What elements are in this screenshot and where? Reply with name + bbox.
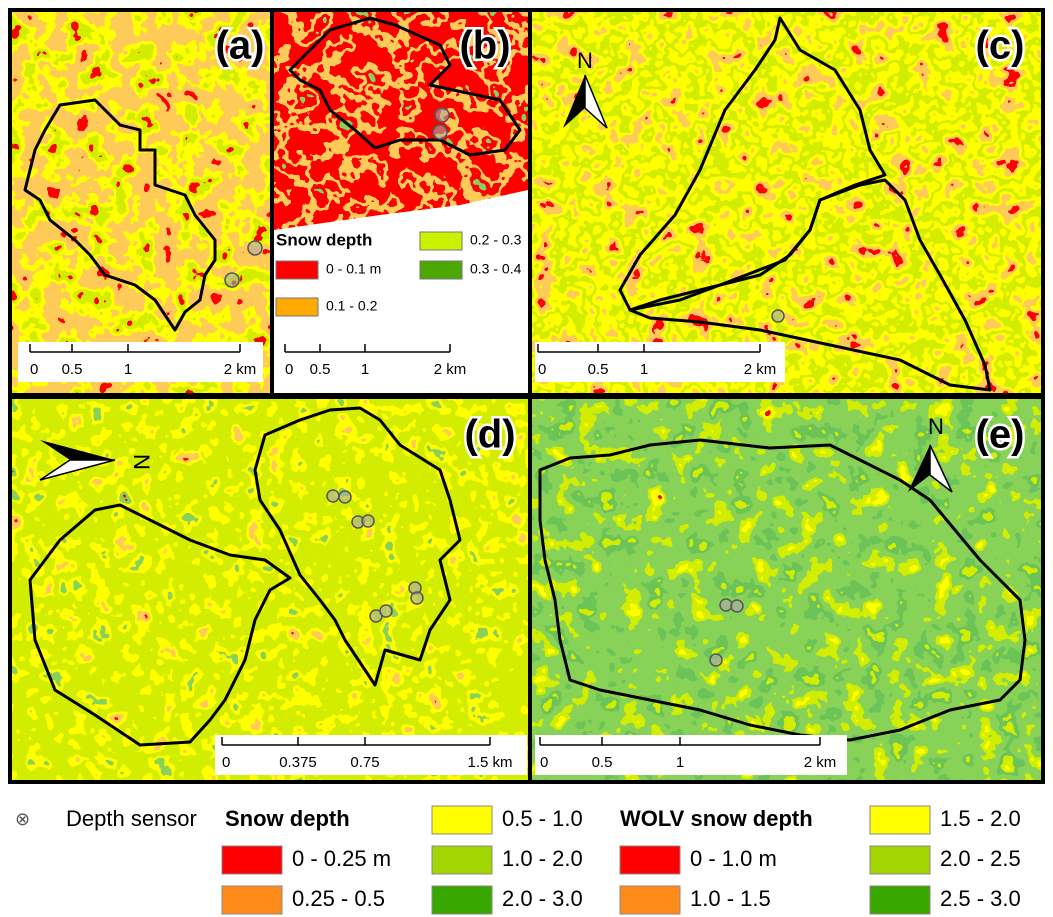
scale-label: 0.375: [279, 754, 317, 771]
north-label: N: [129, 454, 154, 470]
scale-label: 0.5: [592, 754, 613, 771]
legend-swatch: [420, 232, 462, 250]
scale-label: 1: [640, 361, 648, 378]
figure: (a) 0 0.5 1 2 km (b) 0 0.5 1 2 km (c) N 0 0.5 1 2 km (d)…: [0, 0, 1053, 917]
legend-swatch: [432, 846, 492, 874]
legend-label: 0.2 - 0.3: [470, 232, 522, 248]
scale-label: 1: [361, 361, 369, 378]
panel-label: (a): [216, 24, 265, 68]
legend-label: 0 - 0.1 m: [326, 261, 381, 277]
scale-label: 0: [222, 754, 230, 771]
scale-label: 0: [538, 361, 546, 378]
scale-label: 0.5: [588, 361, 609, 378]
legend-label: 0.1 - 0.2: [326, 298, 378, 314]
legend-title: WOLV snow depth: [620, 806, 813, 831]
legend-label: Depth sensor: [66, 806, 197, 831]
scale-label: 0: [540, 754, 548, 771]
scale-label: 2 km: [804, 754, 837, 771]
scale-label: 0.5: [62, 361, 83, 378]
snow-depth-raster: [530, 10, 1043, 395]
legend-swatch: [620, 886, 680, 914]
scale-label: 0.5: [310, 361, 331, 378]
sensor-symbol: ⊗: [15, 809, 30, 829]
legend-swatch: [222, 886, 282, 914]
legend-title: Snow depth: [225, 806, 350, 831]
scale-bar-background: [535, 735, 847, 775]
panel-label: (e): [976, 413, 1025, 457]
inset-legend-title: Snow depth: [276, 230, 372, 249]
scale-label: 1.5 km: [467, 754, 512, 771]
legend-swatch: [870, 886, 930, 914]
legend-label: 1.0 - 1.5: [690, 886, 771, 911]
legend-label: 0.5 - 1.0: [502, 806, 583, 831]
legend-label: 0.3 - 0.4: [470, 261, 522, 277]
scale-label: 2 km: [744, 361, 777, 378]
legend-label: 0 - 1.0 m: [690, 846, 777, 871]
legend-swatch: [420, 261, 462, 279]
legend-swatch: [620, 846, 680, 874]
panel-label: (c): [976, 24, 1025, 68]
scale-label: 1: [124, 361, 132, 378]
legend-label: 2.5 - 3.0: [940, 886, 1021, 911]
scale-label: 1: [676, 754, 684, 771]
legend-swatch: [870, 846, 930, 874]
legend-label: 1.0 - 2.0: [502, 846, 583, 871]
legend-label: 0.25 - 0.5: [292, 886, 385, 911]
legend-swatch: [870, 806, 930, 834]
scale-label: 0.75: [350, 754, 379, 771]
legend-label: 2.0 - 3.0: [502, 886, 583, 911]
scale-label: 0: [285, 361, 293, 378]
scale-label: 0: [30, 361, 38, 378]
legend-label: 2.0 - 2.5: [940, 846, 1021, 871]
scale-label: 2 km: [224, 361, 257, 378]
panel-label: (d): [464, 413, 515, 457]
panel-label: (b): [459, 24, 510, 68]
north-label: N: [577, 48, 593, 73]
legend-swatch: [276, 261, 318, 279]
legend-swatch: [432, 806, 492, 834]
legend-label: 0 - 0.25 m: [292, 846, 391, 871]
legend-swatch: [432, 886, 492, 914]
legend-label: 1.5 - 2.0: [940, 806, 1021, 831]
north-label: N: [928, 414, 944, 439]
snow-depth-raster: [10, 10, 272, 395]
legend-swatch: [222, 846, 282, 874]
scale-label: 2 km: [434, 361, 467, 378]
legend-swatch: [276, 298, 318, 316]
